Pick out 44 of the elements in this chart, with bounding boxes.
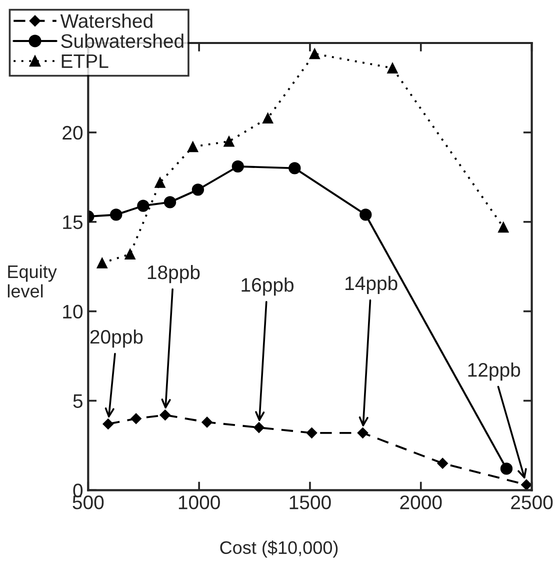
annotation: 12ppb	[468, 362, 520, 381]
point	[306, 427, 318, 438]
x-tick-label: 1000	[178, 496, 220, 510]
point	[130, 413, 142, 424]
x-axis-title: Cost ($10,000)	[220, 540, 338, 558]
point	[262, 112, 274, 124]
y-tick-label: 20	[62, 126, 83, 140]
annotation: 18ppb	[148, 264, 200, 284]
annotation: 14ppb	[346, 276, 398, 294]
y-tick-label: 5	[73, 394, 82, 408]
point	[309, 48, 320, 60]
point	[154, 177, 166, 188]
annotation: 20ppb	[90, 329, 143, 348]
point	[187, 141, 198, 152]
x-tick-label: 500	[72, 496, 104, 510]
point	[137, 200, 150, 212]
legend-label: ETPL	[62, 54, 108, 68]
point	[192, 184, 204, 196]
point	[110, 208, 122, 221]
point	[164, 196, 176, 208]
point	[360, 208, 372, 221]
x-tick-label: 1500	[290, 496, 331, 510]
x-tick-label: 2000	[400, 496, 442, 510]
point	[387, 62, 398, 74]
point	[96, 258, 108, 268]
point	[232, 160, 244, 172]
point	[357, 427, 368, 438]
legend-label: Subwatershed	[61, 34, 184, 48]
point	[437, 458, 448, 469]
annotation: 16ppb	[242, 277, 294, 296]
x-tick-label: 2500	[511, 496, 553, 510]
point	[500, 462, 513, 475]
y-tick-label: 15	[63, 216, 82, 230]
point	[202, 416, 212, 428]
y-tick-label: 10	[63, 304, 83, 319]
point	[124, 248, 136, 260]
point	[102, 418, 114, 430]
point	[288, 162, 301, 174]
legend-label: Watershed	[60, 14, 152, 28]
point	[498, 222, 509, 233]
point	[254, 422, 264, 433]
point	[160, 410, 171, 420]
point	[224, 136, 234, 147]
y-axis-title: Equity level	[8, 264, 57, 298]
